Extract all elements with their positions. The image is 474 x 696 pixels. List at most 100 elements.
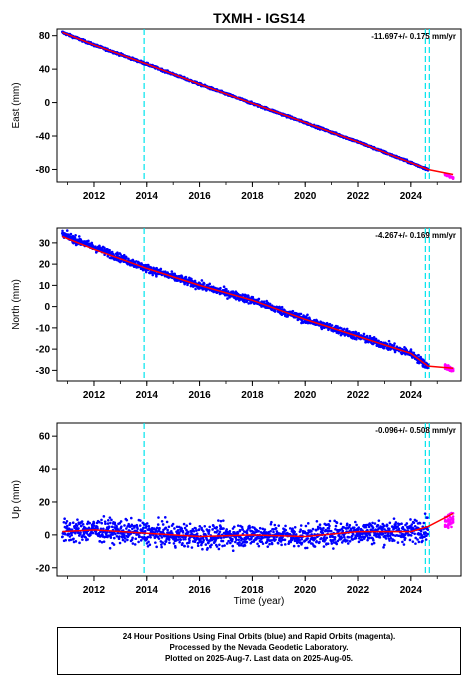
final-orbit-point [63,517,66,520]
final-orbit-point [80,524,83,528]
final-orbit-point [212,524,215,528]
final-orbit-point [257,544,261,548]
final-orbit-point [111,533,115,536]
final-orbit-point [401,540,404,544]
final-orbit-point [219,536,223,540]
final-orbit-point [145,522,149,525]
final-orbit-point [261,527,265,531]
final-orbit-point [241,293,245,297]
final-orbit-point [292,544,296,548]
final-orbit-point [225,288,228,291]
final-orbit-point [73,236,77,240]
x-tick-label: 2024 [400,390,423,401]
final-orbit-point [283,543,287,546]
final-orbit-point [280,305,284,309]
final-orbit-point [99,527,103,531]
rapid-orbit-point [451,515,455,518]
y-tick-label: 0 [44,98,50,109]
final-orbit-point [336,539,340,543]
final-orbit-point [419,529,423,533]
final-orbit-point [65,524,69,528]
y-tick-label: -20 [36,345,51,356]
panel-up: 2012 2014 2016 2018 2020 2022 2024 -20 0 20 40 60 Up… [11,422,462,596]
final-orbit-point [416,538,419,541]
final-orbit-point [106,518,110,522]
final-orbit-point [143,529,147,533]
y-tick-label: -30 [36,366,51,377]
final-orbit-point [198,287,201,290]
final-orbit-point [77,527,80,530]
final-orbit-point [412,521,416,525]
final-orbit-point [113,523,117,526]
final-orbit-point [388,527,391,531]
y-tick-label: 80 [39,31,51,42]
final-orbit-point [194,527,197,530]
final-orbit-point [186,545,190,548]
final-orbit-point [414,542,417,545]
final-orbit-point [179,538,182,542]
final-orbit-point [184,275,188,279]
final-orbit-point [64,538,67,542]
final-orbit-point [67,532,71,536]
final-orbit-point [310,533,313,536]
final-orbit-point [163,516,167,519]
final-orbit-point [155,545,158,549]
final-orbit-point [145,524,148,528]
final-orbit-point [146,535,150,539]
final-orbit-point [218,530,222,534]
final-orbit-point [100,521,104,525]
final-orbit-point [411,540,415,543]
final-orbit-point [136,265,140,269]
final-orbit-point [357,540,361,544]
final-orbit-point [289,540,293,544]
final-orbit-point [195,529,198,532]
y-tick-label: -10 [36,323,51,334]
final-orbit-point [139,539,143,542]
final-orbit-point [219,286,222,290]
final-orbit-point [228,529,232,533]
final-orbit-point [424,531,427,535]
final-orbit-point [321,531,325,535]
final-orbit-point [136,527,139,531]
final-orbit-point [148,543,152,546]
final-orbit-point [400,535,403,539]
final-orbit-point [370,542,374,546]
y-tick-label: 30 [39,238,51,249]
final-orbit-point [240,537,244,541]
final-orbit-point [74,234,77,237]
final-orbit-point [293,525,297,529]
final-orbit-point [387,339,391,343]
final-orbit-point [117,537,121,541]
final-orbit-point [315,540,318,543]
final-orbit-point [273,310,277,313]
final-orbit-point [108,525,111,529]
final-orbit-point [308,539,312,543]
final-orbit-point [121,538,125,542]
final-orbit-point [394,523,397,526]
final-orbit-point [144,270,148,274]
final-orbit-point [207,541,210,545]
final-orbit-point [131,536,134,540]
final-orbit-point [392,539,396,542]
final-orbit-point [215,526,219,529]
final-orbit-point [409,350,413,353]
final-orbit-point [218,543,221,547]
final-orbit-point [291,309,295,313]
final-orbit-point [171,522,175,526]
final-orbit-point [274,538,277,541]
x-axis-label: Time (year) [234,596,285,607]
final-orbit-point [324,538,327,541]
final-orbit-point [108,248,111,252]
final-orbit-point [62,520,66,524]
x-tick-label: 2016 [188,191,211,202]
final-orbit-point [279,540,283,543]
final-orbit-point [129,516,133,520]
rapid-orbit-point [447,517,450,521]
final-orbit-point [330,542,334,545]
final-orbit-point [238,528,242,532]
final-orbit-point [398,522,401,526]
final-orbit-point [217,532,221,536]
final-orbit-point [69,538,73,542]
final-orbit-point [167,525,171,529]
final-orbit-point [277,524,281,527]
